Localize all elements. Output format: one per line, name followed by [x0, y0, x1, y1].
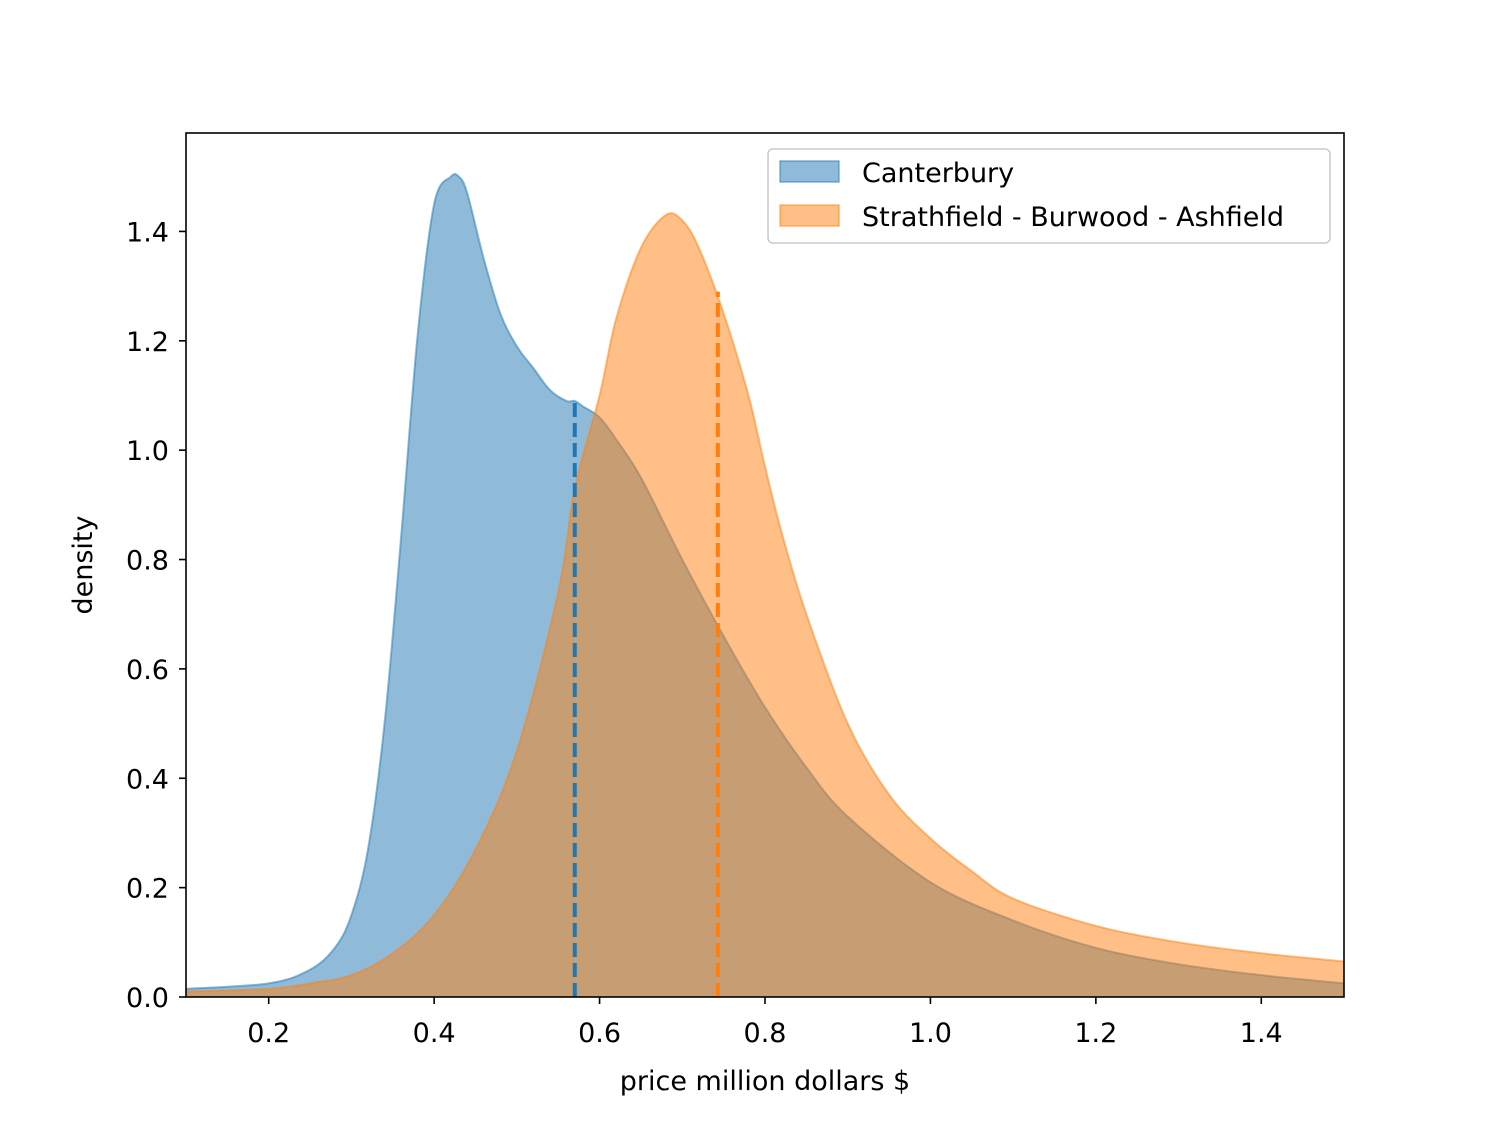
x-axis-label: price million dollars $ [620, 1066, 910, 1097]
x-tick-label: 1.4 [1240, 1018, 1283, 1049]
x-tick-label: 0.2 [247, 1018, 290, 1049]
legend-label-strathfield: Strathfield - Burwood - Ashfield [862, 202, 1284, 233]
y-tick-label: 1.2 [126, 327, 169, 358]
x-tick-label: 0.8 [744, 1018, 787, 1049]
median-lines [572, 291, 720, 997]
area-canterbury [186, 173, 1344, 997]
y-tick-label: 1.4 [126, 217, 169, 248]
legend-label-canterbury: Canterbury [862, 158, 1014, 189]
area-strathfield-burwood-ashfield [186, 213, 1344, 997]
y-tick-label: 0.2 [126, 874, 169, 905]
series-layer [185, 173, 1345, 997]
x-tick-label: 0.4 [413, 1018, 456, 1049]
y-axis-ticks: 0.0 0.2 0.4 0.6 0.8 1.0 1.2 1.4 [126, 217, 186, 1014]
legend-frame [767, 148, 1331, 244]
y-axis-label: density [68, 515, 99, 614]
line-strathfield-burwood-ashfield [185, 212, 1345, 993]
x-tick-label: 0.6 [578, 1018, 621, 1049]
y-tick-label: 0.0 [126, 983, 169, 1014]
y-tick-label: 0.6 [126, 655, 169, 686]
legend: Canterbury Strathfield - Burwood - Ashfi… [767, 148, 1331, 244]
x-tick-label: 1.0 [909, 1018, 952, 1049]
x-axis-ticks: 0.2 0.4 0.6 0.8 1.0 1.2 1.4 [247, 997, 1283, 1049]
legend-swatch-strathfield [779, 204, 840, 227]
legend-swatch-canterbury [779, 160, 840, 183]
y-tick-label: 0.4 [126, 764, 169, 795]
y-tick-label: 1.0 [126, 436, 169, 467]
x-tick-label: 1.2 [1074, 1018, 1117, 1049]
y-tick-label: 0.8 [126, 546, 169, 577]
